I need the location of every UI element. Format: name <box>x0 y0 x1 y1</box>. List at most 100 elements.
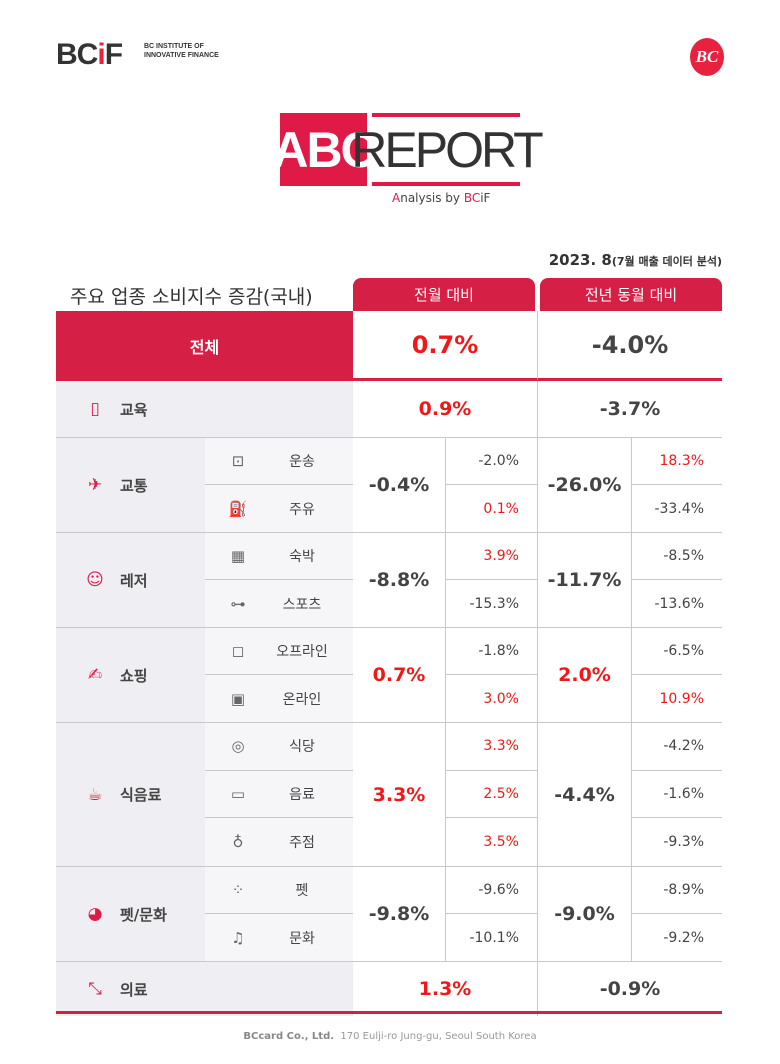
category-label: 쇼핑 <box>120 666 148 685</box>
category-row: ▯ 교육 0.9% -3.7% <box>56 381 722 438</box>
analysis-by: Analysis by BCiF <box>392 191 490 205</box>
sub-year-change: -8.5% <box>632 533 722 580</box>
category-cell: ☺ 레저 <box>56 533 205 627</box>
total-month: 0.7% <box>353 311 538 381</box>
report-date: 2023. 8(7월 매출 데이터 분석) <box>549 251 722 269</box>
category-cell: ✍ 쇼핑 <box>56 628 205 722</box>
subcategory-label: 온라인 <box>282 691 322 708</box>
subcategory-cell: ⊡ 운송 <box>205 438 353 485</box>
category-cell: ◕ 펫/문화 <box>56 867 205 962</box>
category-row: ☕ 식음료 ◎ 식당 3.3% -4.2% ▭ 음료 2.5% -1.6% ♁ 주점 3.5% -9.3%… <box>56 723 722 868</box>
column-header-month: 전월 대비 <box>353 278 535 311</box>
subcategory-label: 펫 <box>295 883 309 900</box>
subcategory-cell: ▣ 온라인 <box>205 675 353 722</box>
syringe-icon: ⤡ <box>88 979 102 1000</box>
year-change: -9.0% <box>537 867 632 962</box>
category-row: ☺ 레저 ▦ 숙박 3.9% -8.5% ⊶ 스포츠 -15.3% -13.6% -8.8% -11.… <box>56 533 722 628</box>
sub-year-change: -4.2% <box>632 723 722 771</box>
subcategory-cell: ⊶ 스포츠 <box>205 580 353 627</box>
train-icon: ⊡ <box>231 452 245 470</box>
footer-company: BCcard Co., Ltd. <box>243 1031 335 1042</box>
subcategory-label: 문화 <box>289 930 315 947</box>
plate-icon: ◎ <box>231 737 245 756</box>
month-change: 1.3% <box>353 962 538 1017</box>
report-title-abc: ABC <box>272 113 377 186</box>
fuel-pump-icon: ⛽ <box>228 499 248 518</box>
column-header-year: 전년 동월 대비 <box>540 278 722 311</box>
sub-month-change: 3.5% <box>446 818 538 867</box>
category-row: ⤡ 의료 1.3% -0.9% <box>56 962 722 1017</box>
month-change: 3.3% <box>353 723 446 867</box>
subcategory-label: 숙박 <box>289 549 315 565</box>
sub-month-change: -9.6% <box>446 867 538 915</box>
subcategory-cell: ◎ 식당 <box>205 723 353 771</box>
category-label: 교육 <box>120 400 148 419</box>
sub-year-change: -33.4% <box>654 500 704 517</box>
analysis-c: BC <box>463 191 481 205</box>
category-cell: ☕ 식음료 <box>56 723 205 867</box>
category-cell: ⤡ 의료 <box>56 962 353 1017</box>
month-change: 0.7% <box>353 628 446 722</box>
dog-icon: ◕ <box>87 904 103 925</box>
bcif-subtitle: BC INSTITUTE OF INNOVATIVE FINANCE <box>144 43 219 59</box>
subcategory-label: 식당 <box>289 739 315 756</box>
category-table: ▯ 교육 0.9% -3.7% ✈ 교통 ⊡ 운송 -2.0% 18.3% ⛽ 주유 0.1% -33.4… <box>56 381 722 1017</box>
paw-icon: ⁘ <box>231 881 245 900</box>
subcategory-label: 주유 <box>289 501 315 518</box>
table-bottom-rule <box>56 1011 722 1014</box>
table-title: 주요 업종 소비지수 증감(국내) <box>70 286 313 308</box>
year-change: -11.7% <box>537 533 632 627</box>
month-change: -8.8% <box>353 533 446 627</box>
year-change: -26.0% <box>537 438 632 532</box>
sub-month-change: 2.5% <box>446 770 538 819</box>
sub-year-change: -9.2% <box>663 929 704 946</box>
total-year: -4.0% <box>538 311 722 381</box>
category-label: 펫/문화 <box>120 905 167 924</box>
year-change: -3.7% <box>599 398 661 420</box>
category-row: ✈ 교통 ⊡ 운송 -2.0% 18.3% ⛽ 주유 0.1% -33.4% -0.4% -26.0% <box>56 438 722 533</box>
sub-year-change: 10.9% <box>659 690 704 707</box>
subcategory-cell: ♁ 주점 <box>205 818 353 867</box>
sub-month-change: 3.3% <box>446 723 538 771</box>
bcif-logo: BCiF <box>56 38 123 71</box>
subcategory-label: 운송 <box>289 454 315 470</box>
sub-year-change: -9.3% <box>663 834 704 851</box>
sub-month-change: 3.0% <box>446 675 538 722</box>
sub-month-change: 0.1% <box>446 485 538 532</box>
category-label: 식음료 <box>120 786 162 805</box>
analysis-a: A <box>392 191 401 205</box>
category-label: 레저 <box>120 571 148 590</box>
subcategory-cell: ⛽ 주유 <box>205 485 353 532</box>
category-cell: ▯ 교육 <box>56 381 353 437</box>
subcategory-cell: ▭ 음료 <box>205 770 353 819</box>
subcategory-label: 오프라인 <box>276 644 328 660</box>
airplane-icon: ✈ <box>87 475 103 495</box>
date-main: 2023. 8 <box>548 251 612 269</box>
dumbbell-icon: ⊶ <box>230 594 246 613</box>
sub-year-change: -6.5% <box>632 628 722 675</box>
total-label: 전체 <box>56 311 353 381</box>
subcategory-cell: ◻ 오프라인 <box>205 628 353 675</box>
subcategory-cell: ▦ 숙박 <box>205 533 353 580</box>
sub-year-change: 18.3% <box>632 438 722 485</box>
month-change: 0.9% <box>353 381 538 437</box>
wine-bucket-icon: ♁ <box>232 833 244 852</box>
notebook-icon: ▯ <box>90 399 100 419</box>
subcategory-label: 주점 <box>289 835 315 852</box>
category-label: 의료 <box>120 980 148 999</box>
sub-year-change: -1.6% <box>632 771 722 819</box>
subcategory-label: 스포츠 <box>282 596 322 613</box>
sub-month-change: -15.3% <box>446 580 538 627</box>
analysis-b: nalysis by <box>400 191 464 205</box>
subcategory-label: 음료 <box>289 787 315 804</box>
date-note: (7월 매출 데이터 분석) <box>611 255 722 268</box>
category-cell: ✈ 교통 <box>56 438 205 532</box>
category-row: ✍ 쇼핑 ◻ 오프라인 -1.8% -6.5% ▣ 온라인 3.0% 10.9% 0.7% 2.0% <box>56 628 722 723</box>
footer-address: 170 Eulji-ro Jung-gu, Seoul South Korea <box>340 1031 537 1042</box>
smiley-icon: ☺ <box>86 570 104 590</box>
year-change: 2.0% <box>537 628 632 722</box>
footer: BCcard Co., Ltd. 170 Eulji-ro Jung-gu, S… <box>0 1031 780 1042</box>
category-label: 교통 <box>120 476 148 495</box>
report-title-report: REPORT <box>351 113 544 186</box>
year-change: -0.9% <box>599 978 661 1001</box>
